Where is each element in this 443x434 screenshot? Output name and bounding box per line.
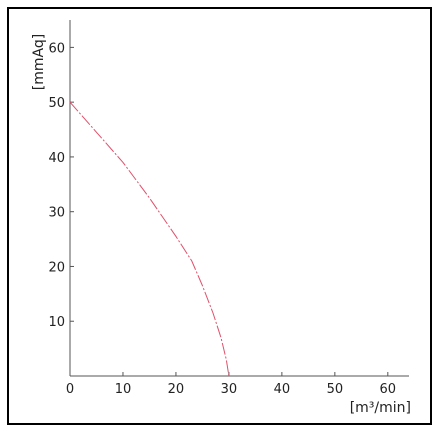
x-tick-label: 30 <box>221 382 238 397</box>
y-tick-label: 20 <box>48 260 65 275</box>
x-tick-label: 40 <box>274 382 291 397</box>
x-tick-label: 20 <box>168 382 185 397</box>
y-tick-label: 40 <box>48 151 65 166</box>
y-tick-label: 30 <box>48 206 65 221</box>
axes <box>69 20 409 377</box>
y-axis-ticks: 10 20 30 40 50 60 <box>48 41 74 330</box>
x-tick-label: 60 <box>380 382 397 397</box>
y-axis-label: [mmAq] <box>31 34 47 90</box>
x-tick-label: 10 <box>115 382 132 397</box>
y-tick-label: 50 <box>48 96 65 111</box>
x-tick-label: 0 <box>66 382 74 397</box>
series-layer <box>69 101 230 377</box>
chart-frame <box>7 7 432 425</box>
x-tick-label: 50 <box>327 382 344 397</box>
y-tick-label: 60 <box>48 41 65 56</box>
x-axis-label: [m³/min] <box>350 400 411 416</box>
x-axis-ticks: 0 10 20 30 40 50 60 <box>66 372 396 397</box>
y-tick-label: 10 <box>48 315 65 330</box>
series-line <box>69 101 230 377</box>
